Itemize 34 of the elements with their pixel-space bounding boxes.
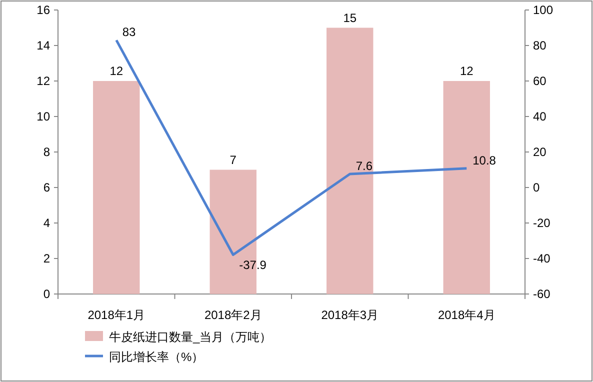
y2-tick-label: 100 [533,3,554,17]
y-tick-label: 0 [43,287,50,301]
data-label: 83 [122,25,136,40]
x-tick-label: 2018年3月 [321,308,379,322]
data-label: 7 [230,152,237,167]
y2-tick-label: -60 [533,287,551,301]
y2-tick-label: -20 [533,216,551,230]
legend-label: 牛皮纸进口数量_当月（万吨） [109,330,272,344]
y2-tick-label: 20 [533,145,547,159]
x-tick-label: 2018年4月 [438,308,496,322]
y2-tick-label: -40 [533,252,551,266]
y-tick-label: 16 [36,3,50,17]
y2-tick-label: 60 [533,74,547,88]
data-label: 10.8 [472,153,496,168]
y-tick-label: 10 [36,110,50,124]
y-tick-label: 8 [43,145,50,159]
x-tick-label: 2018年2月 [204,308,262,322]
legend-label: 同比增长率（%） [109,350,204,364]
data-label: 12 [460,64,474,78]
data-label: -37.9 [239,258,267,272]
y-tick-label: 2 [43,252,50,266]
y-tick-label: 6 [43,180,50,194]
y-tick-label: 4 [43,216,50,230]
data-label: 15 [343,10,357,25]
y2-tick-label: 80 [533,38,547,52]
y-tick-label: 12 [36,74,50,88]
data-label: 12 [110,64,124,78]
data-label: 7.6 [356,159,373,174]
y-tick-label: 14 [36,38,50,52]
y2-tick-label: 40 [533,110,547,124]
y2-tick-label: 0 [533,180,540,194]
x-tick-label: 2018年1月 [88,308,146,322]
bar [93,81,140,294]
bar [326,28,374,294]
